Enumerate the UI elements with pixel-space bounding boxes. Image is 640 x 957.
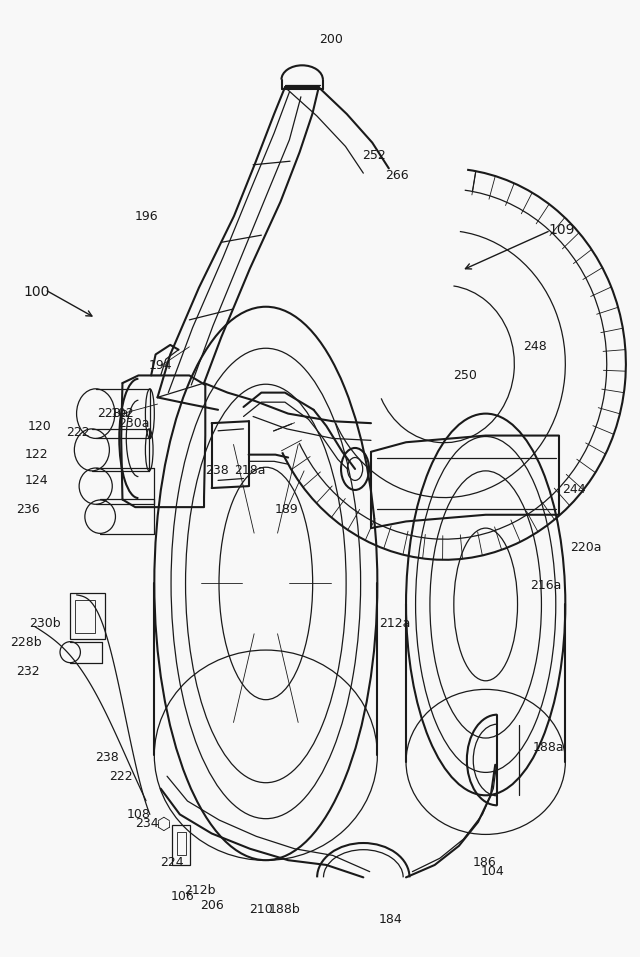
Text: 206: 206 — [200, 900, 223, 912]
Text: 100: 100 — [23, 285, 50, 300]
Text: 120: 120 — [28, 419, 51, 433]
Text: 104: 104 — [480, 865, 504, 879]
Text: 122: 122 — [24, 448, 48, 461]
Text: 210: 210 — [250, 903, 273, 916]
Text: 220a: 220a — [571, 541, 602, 554]
Text: 238: 238 — [205, 464, 228, 478]
Text: 102: 102 — [111, 407, 134, 420]
Text: 186: 186 — [472, 856, 496, 869]
Text: 244: 244 — [562, 483, 586, 497]
Text: 230a: 230a — [118, 416, 150, 430]
Text: 109: 109 — [549, 223, 575, 237]
Bar — [70, 593, 105, 639]
Text: 218a: 218a — [234, 464, 266, 478]
Text: 234: 234 — [135, 817, 159, 831]
Text: 188a: 188a — [532, 741, 564, 754]
Text: 108: 108 — [127, 808, 150, 821]
Text: 216a: 216a — [531, 579, 562, 591]
Text: 222: 222 — [109, 769, 133, 783]
Text: 248: 248 — [524, 341, 547, 353]
Text: 252: 252 — [362, 149, 386, 163]
Text: 196: 196 — [135, 210, 159, 223]
Bar — [177, 832, 186, 856]
Text: 266: 266 — [385, 168, 408, 182]
Text: 212a: 212a — [380, 617, 411, 630]
Text: 106: 106 — [171, 890, 195, 903]
Bar — [75, 600, 95, 634]
Text: 236: 236 — [17, 502, 40, 516]
Text: 189: 189 — [275, 502, 299, 516]
Text: 250: 250 — [453, 369, 477, 382]
Text: 230b: 230b — [29, 617, 61, 630]
Text: 184: 184 — [378, 913, 402, 925]
Text: 228b: 228b — [10, 636, 42, 649]
Text: 224: 224 — [161, 856, 184, 869]
Text: 232: 232 — [17, 665, 40, 678]
Text: 212b: 212b — [184, 884, 216, 898]
Bar — [172, 825, 190, 865]
Text: 124: 124 — [24, 474, 48, 487]
Text: 228a: 228a — [97, 407, 129, 420]
Text: 194: 194 — [149, 360, 173, 372]
Text: 222: 222 — [66, 426, 90, 439]
Text: 188b: 188b — [269, 903, 301, 916]
Text: 200: 200 — [319, 33, 344, 46]
Text: 238: 238 — [95, 750, 118, 764]
